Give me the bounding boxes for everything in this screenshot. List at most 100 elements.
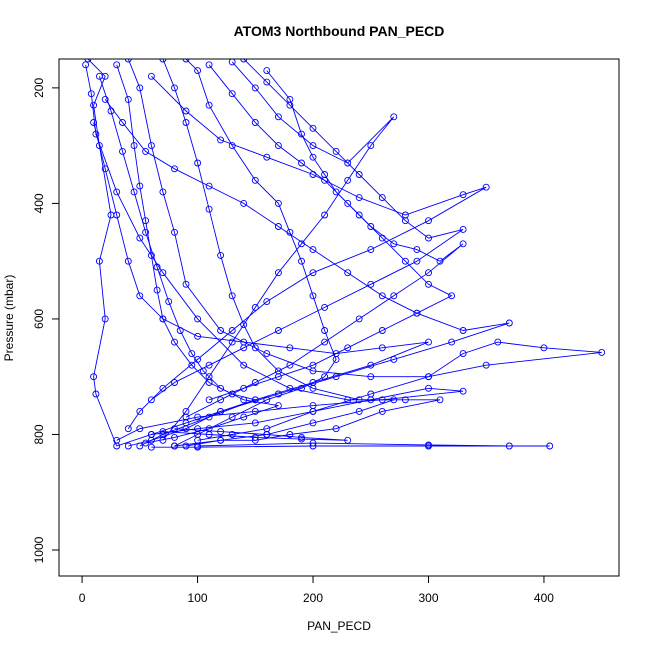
data-point — [355, 171, 363, 178]
data-point — [205, 361, 213, 369]
data-point — [413, 257, 421, 265]
data-point — [401, 217, 409, 225]
data-point — [298, 257, 305, 265]
data-point — [90, 101, 98, 109]
data-point — [251, 407, 259, 415]
series-line — [151, 442, 550, 448]
data-point — [142, 228, 150, 236]
data-point — [205, 182, 213, 190]
data-point — [147, 443, 155, 451]
series-line — [162, 61, 395, 441]
data-point — [309, 142, 317, 150]
data-point — [113, 436, 121, 444]
data-point — [113, 211, 121, 219]
data-point — [147, 72, 155, 80]
data-point — [159, 431, 167, 438]
y-tick-label: 800 — [32, 424, 46, 444]
data-point — [298, 435, 305, 443]
data-point — [182, 107, 190, 115]
data-point — [124, 59, 132, 63]
series-line — [87, 59, 464, 447]
data-point — [505, 442, 513, 450]
data-point — [321, 303, 329, 311]
x-axis-label: PAN_PECD — [307, 619, 371, 633]
data-point — [240, 396, 248, 404]
data-point — [147, 251, 155, 259]
data-point — [378, 407, 386, 415]
data-point — [171, 338, 178, 346]
data-point — [390, 396, 398, 404]
data-point — [142, 147, 150, 155]
data-point — [194, 67, 202, 75]
data-point — [332, 350, 340, 358]
series-line — [162, 59, 394, 447]
series-line — [174, 59, 337, 447]
data-point — [182, 59, 190, 63]
data-point — [309, 246, 317, 254]
data-point — [482, 361, 490, 369]
data-point — [205, 413, 213, 421]
data-point — [321, 211, 329, 219]
data-point — [124, 442, 132, 450]
data-point — [505, 319, 513, 327]
data-point — [309, 153, 317, 161]
data-point — [217, 251, 225, 259]
data-point — [378, 292, 386, 300]
data-point — [390, 240, 398, 248]
data-point — [147, 396, 155, 404]
data-point — [482, 183, 490, 191]
data-point — [598, 348, 606, 356]
data-point — [159, 188, 167, 196]
data-point — [136, 182, 144, 190]
data-point — [182, 280, 190, 288]
data-point — [113, 61, 121, 69]
series-line — [162, 428, 348, 441]
data-point — [367, 223, 375, 230]
data-point — [240, 321, 248, 329]
data-point — [124, 257, 132, 265]
data-point — [159, 428, 167, 436]
data-point — [136, 84, 144, 92]
x-axis: 0 100 200 300 400 — [79, 575, 554, 605]
data-point — [344, 199, 352, 207]
data-point — [274, 327, 282, 334]
data-point — [240, 59, 248, 63]
data-point — [205, 101, 213, 109]
data-point — [159, 315, 167, 323]
data-point — [367, 142, 375, 150]
data-point — [228, 59, 236, 66]
data-point — [401, 396, 409, 404]
data-point — [228, 431, 236, 438]
data-point — [159, 269, 167, 277]
data-point — [425, 384, 432, 392]
data-point — [390, 113, 398, 121]
series-line — [98, 76, 279, 444]
data-point — [274, 223, 282, 230]
x-tick-label: 300 — [418, 591, 438, 605]
data-point — [87, 90, 95, 98]
data-point — [274, 113, 282, 121]
data-point — [274, 142, 282, 150]
data-point — [298, 159, 305, 167]
data-point — [263, 431, 271, 438]
data-point — [448, 338, 456, 346]
data-point — [251, 176, 259, 184]
data-point — [171, 84, 178, 92]
data-point — [367, 373, 375, 381]
data-point — [459, 387, 467, 395]
data-point — [459, 327, 467, 334]
data-point — [107, 107, 115, 115]
data-point — [309, 419, 317, 427]
data-point — [130, 142, 138, 150]
y-tick-label: 200 — [32, 78, 46, 98]
data-point — [378, 194, 386, 202]
data-point — [171, 433, 178, 441]
data-point — [332, 147, 340, 155]
data-point — [309, 292, 317, 300]
data-point — [130, 188, 138, 196]
data-point — [228, 90, 236, 98]
data-point — [425, 217, 432, 225]
data-point — [171, 379, 178, 386]
data-point — [119, 147, 126, 155]
